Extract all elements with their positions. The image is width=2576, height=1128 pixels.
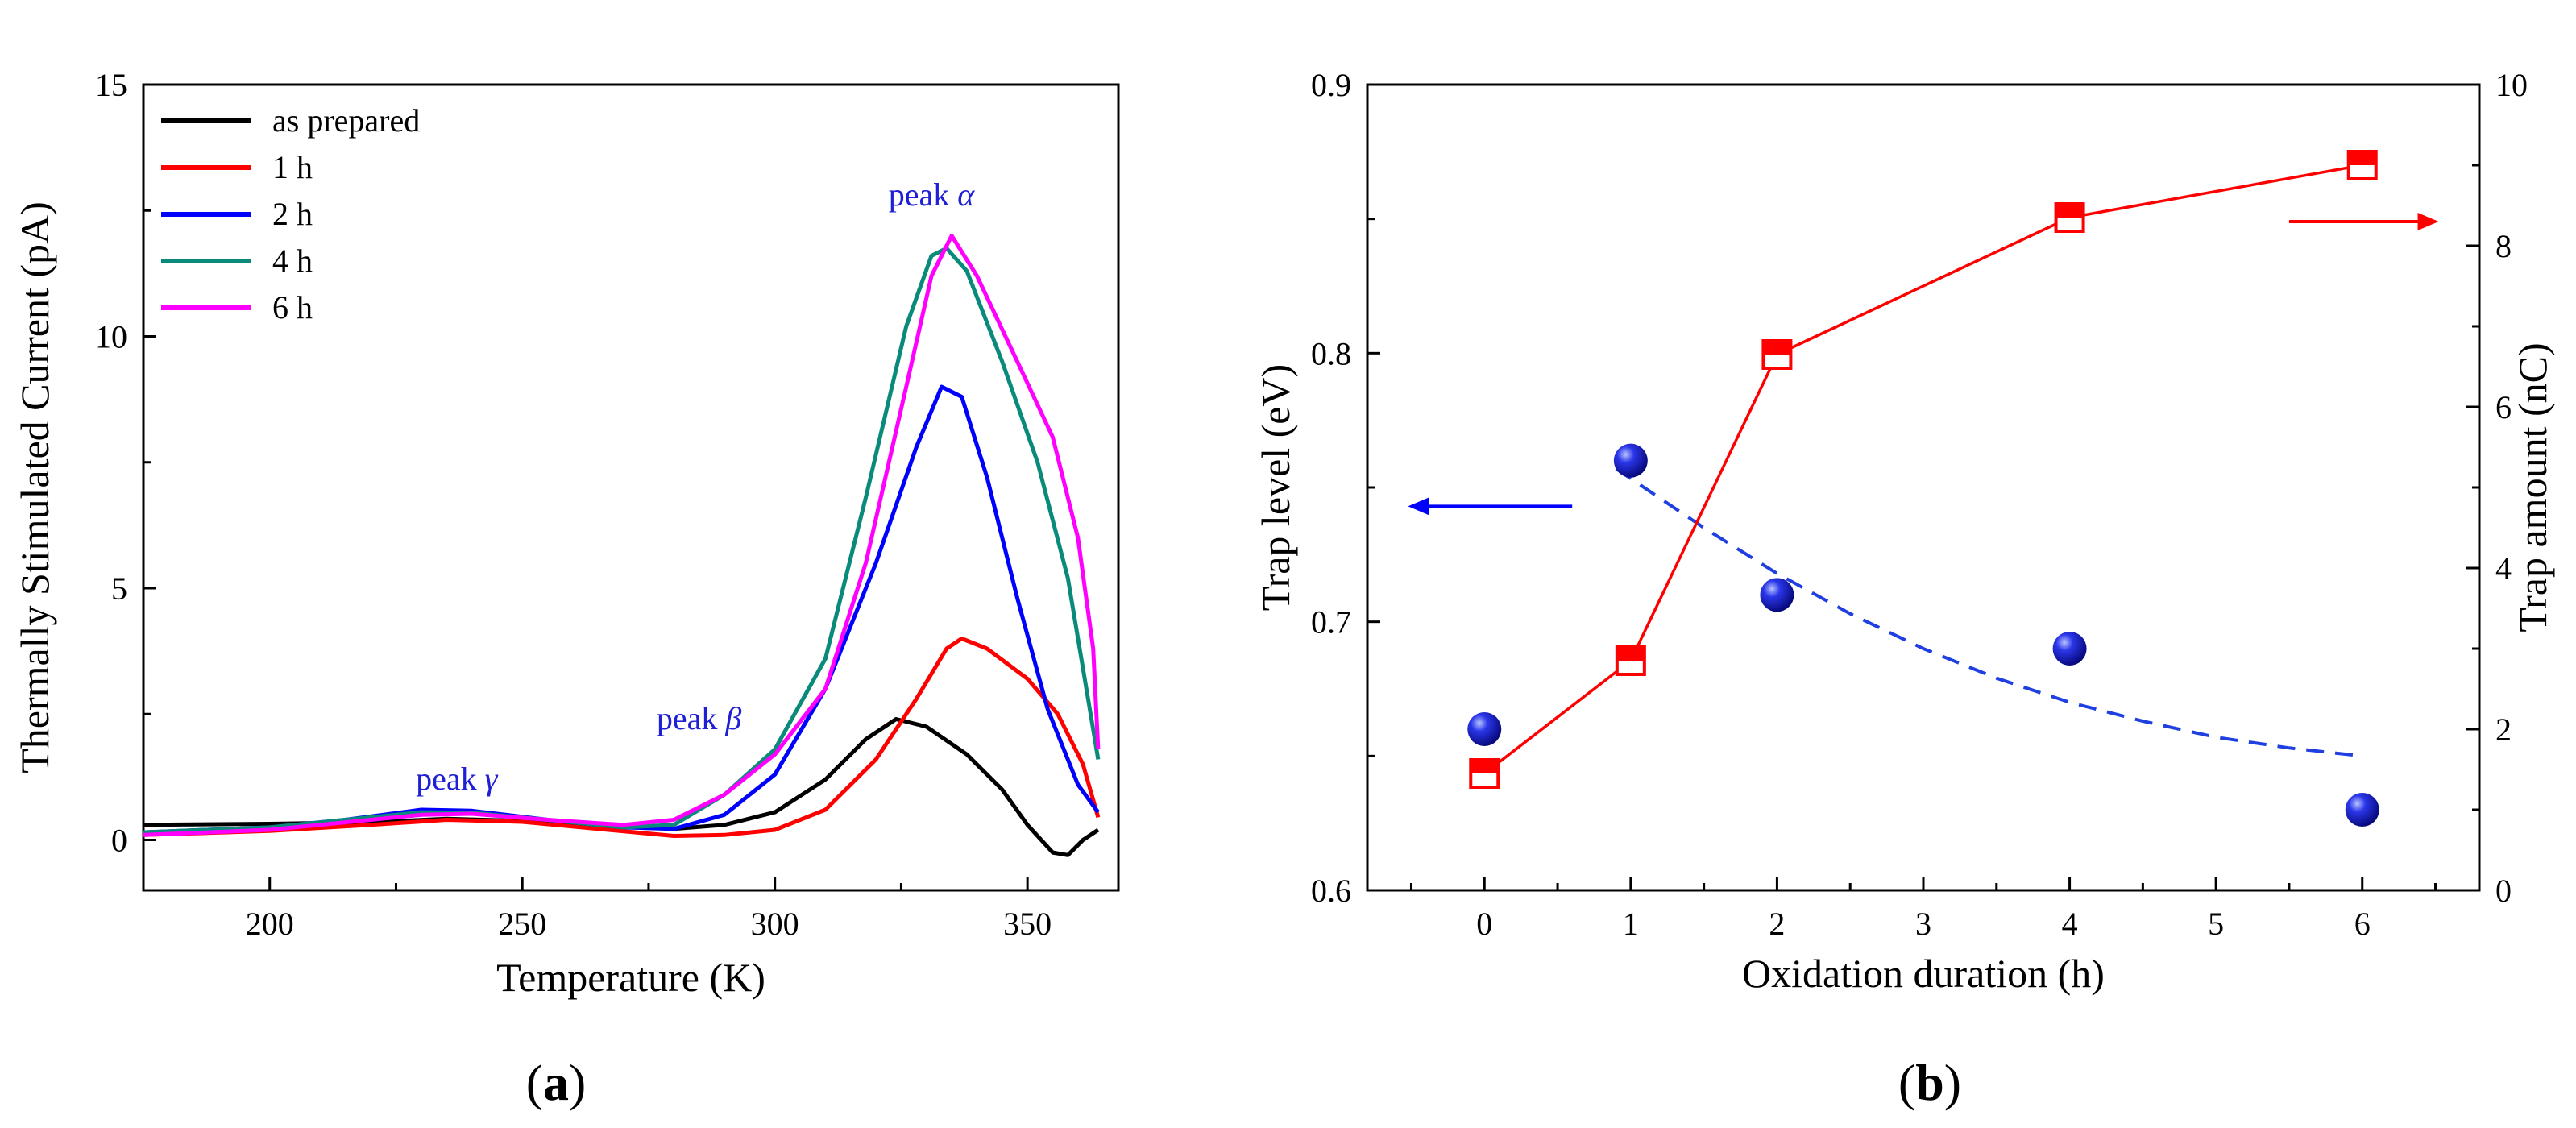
- panel-a-peak-annotation: peak γ: [416, 761, 499, 797]
- panel-b-x-tick-label: 0: [1476, 906, 1492, 942]
- panel-b-y-ticks-left: 0.6 0.7 0.8 0.9: [1311, 67, 1380, 909]
- panel-b-y-ticks-right: 0 2 4 6 8 10: [2466, 67, 2528, 909]
- panel-a-x-tick-label: 250: [498, 906, 546, 942]
- panel-a-peak-annotation: peak α: [889, 176, 976, 213]
- panel-b-trap-amount-marker: [1615, 645, 1646, 676]
- panel-a-peak-annotation: peak β: [657, 700, 742, 736]
- panel-b-trap-amount-marker: [1761, 339, 1793, 370]
- panel-b-y-tick-label-right: 10: [2495, 67, 2528, 103]
- panel-b-trap-chart: 0 1 2 3 4 5 6 0.6 0.7 0.8 0.9 0 2 4 6 8 10 Oxidation d…: [1253, 67, 2555, 1111]
- panel-a-series-line-4-h: [143, 246, 1101, 835]
- panel-a-legend-label: 2 h: [272, 196, 313, 232]
- panel-b-x-tick-label: 4: [2062, 906, 2078, 942]
- panel-b-y-tick-label-left: 0.7: [1311, 604, 1351, 641]
- panel-b-y-tick-label-left: 0.6: [1311, 873, 1351, 909]
- panel-b-y-tick-label-right: 0: [2495, 873, 2512, 909]
- panel-b-arrow-left: [1408, 497, 1573, 516]
- panel-b-arrows: [1408, 213, 2439, 516]
- panel-b-x-axis-title: Oxidation duration (h): [1742, 951, 2105, 996]
- panel-b-x-tick-label: 1: [1623, 906, 1639, 942]
- panel-b-trap-level-point: [2345, 793, 2379, 827]
- panel-a-x-tick-label: 300: [751, 906, 799, 942]
- panel-b-y-axis-title-right: Trap amount (nC): [2510, 342, 2555, 632]
- panel-a-tsc-chart: 200 250 300 350 0 5 10 15 as prepared 1 h 2 h 4 h…: [12, 67, 1120, 1111]
- panel-b-trap-level-point: [1760, 578, 1794, 612]
- panel-b-x-ticks: 0 1 2 3 4 5 6: [1409, 877, 2437, 942]
- panel-a-series-line-2-h: [143, 384, 1100, 835]
- panel-b-y-tick-label-right: 2: [2495, 711, 2512, 748]
- panel-b-plot-frame: [1366, 83, 2481, 892]
- panel-b-y-tick-label-right: 4: [2495, 550, 2512, 587]
- panel-a-label: (a): [526, 1054, 587, 1111]
- panel-b-x-tick-label: 2: [1769, 906, 1785, 942]
- panel-a-y-ticks: 0 5 10 15: [95, 67, 156, 859]
- panel-a-series-lines: [143, 234, 1101, 857]
- panel-b-label: (b): [1898, 1054, 1961, 1111]
- panel-a-y-tick-label: 10: [95, 319, 127, 355]
- panel-a-series-line-1-h: [143, 637, 1101, 838]
- panel-b-series: [1467, 150, 2379, 827]
- panel-b-x-tick-label: 5: [2208, 906, 2224, 942]
- panel-b-x-tick-label: 3: [1915, 906, 1931, 942]
- panel-a-legend: as prepared 1 h 2 h 4 h 6 h: [161, 102, 420, 326]
- panel-b-trap-amount-marker: [2346, 150, 2378, 180]
- panel-a-legend-label: 4 h: [272, 243, 313, 279]
- panel-a-x-axis-title: Temperature (K): [496, 955, 765, 1000]
- panel-b-y-tick-label-left: 0.8: [1311, 335, 1351, 371]
- panel-a-annotations: peak γ peak β peak α: [416, 176, 975, 797]
- panel-b-trap-level-fit-line: [1615, 467, 2362, 758]
- panel-b-trap-amount-marker: [2054, 202, 2085, 233]
- panel-b-arrow-right: [2288, 213, 2439, 230]
- panel-b-y-tick-label-left: 0.9: [1311, 67, 1351, 103]
- panel-a-legend-label: 6 h: [272, 289, 313, 326]
- panel-a-x-ticks: 200 250 300 350: [142, 877, 1052, 942]
- panel-a-x-tick-label: 350: [1003, 906, 1052, 942]
- panel-b-y-axis-title-left: Trap level (eV): [1253, 364, 1298, 611]
- panel-a-y-axis-title: Thermally Stimulated Current (pA): [12, 201, 57, 773]
- panel-a-series-line-as-prepared: [143, 717, 1100, 857]
- panel-a-plot-frame: [142, 83, 1120, 892]
- panel-b-trap-amount-marker: [1469, 758, 1500, 789]
- panel-b-y-tick-label-right: 6: [2495, 389, 2512, 425]
- panel-b-trap-level-point: [1613, 443, 1648, 478]
- panel-b-trap-level-point: [1467, 712, 1502, 746]
- panel-b-y-tick-label-right: 8: [2495, 228, 2512, 264]
- panel-b-x-tick-label: 6: [2354, 906, 2371, 942]
- panel-a-y-tick-label: 5: [111, 570, 127, 607]
- panel-a-legend-label: as prepared: [272, 102, 420, 139]
- panel-a-legend-label: 1 h: [272, 149, 313, 185]
- panel-a-y-tick-label: 15: [95, 67, 127, 103]
- panel-b-trap-level-point: [2052, 632, 2087, 666]
- panel-a-series-line-6-h: [143, 234, 1101, 837]
- panel-a-x-tick-label: 200: [246, 906, 294, 942]
- panel-a-y-tick-label: 0: [111, 823, 127, 859]
